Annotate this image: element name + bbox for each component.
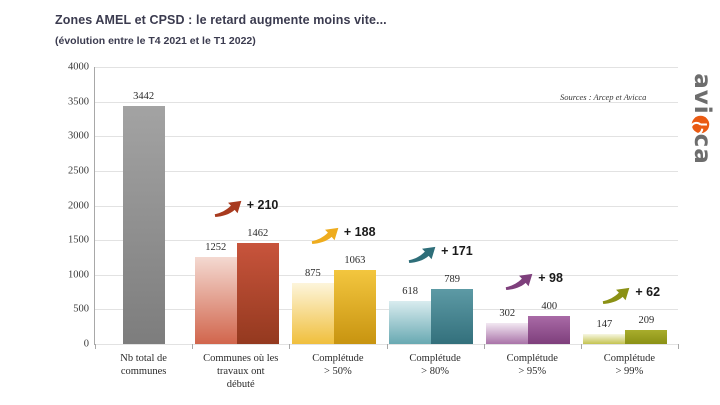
category-label: Complétude > 99% <box>581 352 678 378</box>
delta-label: + 171 <box>441 244 473 259</box>
category-label-line: > 99% <box>615 366 644 377</box>
bar[interactable] <box>528 316 571 344</box>
category-label-line: Complétude <box>409 353 461 364</box>
category-label: Communes où les travaux ont débuté <box>192 352 289 391</box>
y-axis-line <box>94 67 95 345</box>
up-right-arrow-icon <box>407 245 439 264</box>
bar[interactable] <box>333 270 376 344</box>
category-label: Nb total de communes <box>95 352 192 378</box>
category-tick <box>192 344 194 349</box>
bar-value-label: 789 <box>444 274 460 286</box>
bar[interactable] <box>389 301 432 344</box>
bar[interactable] <box>236 242 279 344</box>
logo-mark-icon <box>690 115 712 135</box>
bar-value-label: 1063 <box>344 255 366 267</box>
bar-value-label: 618 <box>402 286 418 298</box>
up-right-arrow-icon <box>504 272 536 291</box>
up-right-arrow-icon <box>310 226 342 245</box>
bar-value-label: 875 <box>305 268 321 280</box>
up-right-arrow-icon <box>213 199 245 218</box>
page-title: Zones AMEL et CPSD : le retard augmente … <box>55 13 387 27</box>
category-tick <box>678 344 679 349</box>
bar[interactable] <box>625 329 668 344</box>
y-tick-label: 1000 <box>68 269 89 281</box>
y-tick-label: 4000 <box>68 61 89 73</box>
bar-value-label: 1462 <box>247 227 269 239</box>
bar-value-label: 147 <box>596 318 613 330</box>
chart-subtitle: (évolution entre le T4 2021 et le T1 202… <box>55 35 256 47</box>
bar[interactable] <box>486 323 529 344</box>
gridline <box>95 136 678 138</box>
y-tick-label: 3500 <box>68 96 89 108</box>
delta-label: + 62 <box>635 284 661 299</box>
delta-label: + 98 <box>538 271 563 286</box>
category-tick <box>386 344 388 349</box>
gridline <box>95 205 678 207</box>
category-label-line: débuté <box>226 379 255 390</box>
category-label-line: Complétude <box>603 353 656 364</box>
brand-logo-text: avi ca <box>689 58 715 180</box>
category-label-line: Complétude <box>506 353 558 364</box>
gridline <box>95 170 678 172</box>
category-label-line: > 50% <box>324 366 352 377</box>
bar[interactable] <box>122 105 165 344</box>
logo-text-before: avi <box>689 73 715 115</box>
category-label-line: Complétude <box>312 353 364 364</box>
category-label-line: communes <box>120 366 167 377</box>
bar[interactable] <box>194 257 237 344</box>
gridline <box>95 274 678 276</box>
bar-value-label: 302 <box>499 308 516 320</box>
delta-label: + 188 <box>343 225 376 240</box>
category-label-line: Communes où les <box>203 353 279 364</box>
gridline <box>95 309 678 311</box>
category-tick <box>289 344 291 349</box>
y-tick-label: 1500 <box>68 234 89 246</box>
category-tick <box>580 344 582 349</box>
category-label: Complétude > 95% <box>484 352 581 378</box>
bar-value-label: 400 <box>541 301 558 313</box>
y-tick-label: 2500 <box>68 165 89 177</box>
logo-text-after: ca <box>689 133 715 165</box>
category-tick <box>483 344 485 349</box>
bar-value-label: 3442 <box>133 90 155 102</box>
category-label-line: > 95% <box>518 366 547 377</box>
brand-logo[interactable]: avi ca <box>689 58 715 180</box>
bar[interactable] <box>291 283 334 344</box>
category-label-line: travaux ont <box>216 366 265 377</box>
gridline <box>95 240 678 242</box>
bar-value-label: 209 <box>638 314 655 326</box>
category-label-line: Nb total de <box>120 353 167 364</box>
y-tick-label: 2000 <box>68 200 89 211</box>
up-right-arrow-icon <box>601 286 633 305</box>
category-label: Complétude > 80% <box>387 352 484 378</box>
delta-label: + 210 <box>246 197 279 212</box>
source-note: Sources : Arcep et Avicca <box>560 92 647 102</box>
y-axis-labels: 4000 3500 3000 2500 2000 1500 1000 500 0 <box>44 0 138 405</box>
y-tick-label: 3000 <box>68 130 89 142</box>
bar-value-label: 1252 <box>205 242 227 254</box>
y-tick-label: 0 <box>83 338 89 350</box>
y-tick-label: 500 <box>73 303 89 315</box>
plot-area: 3442 1252 1462 875 1063 618 789 302 400 147 209 <box>95 67 678 345</box>
category-label-line: > 80% <box>421 366 449 377</box>
bar[interactable] <box>583 333 626 344</box>
gridline <box>95 101 678 103</box>
category-tick <box>95 344 96 349</box>
gridline <box>95 67 678 68</box>
category-label: Complétude > 50% <box>289 352 386 378</box>
bar[interactable] <box>431 289 474 344</box>
